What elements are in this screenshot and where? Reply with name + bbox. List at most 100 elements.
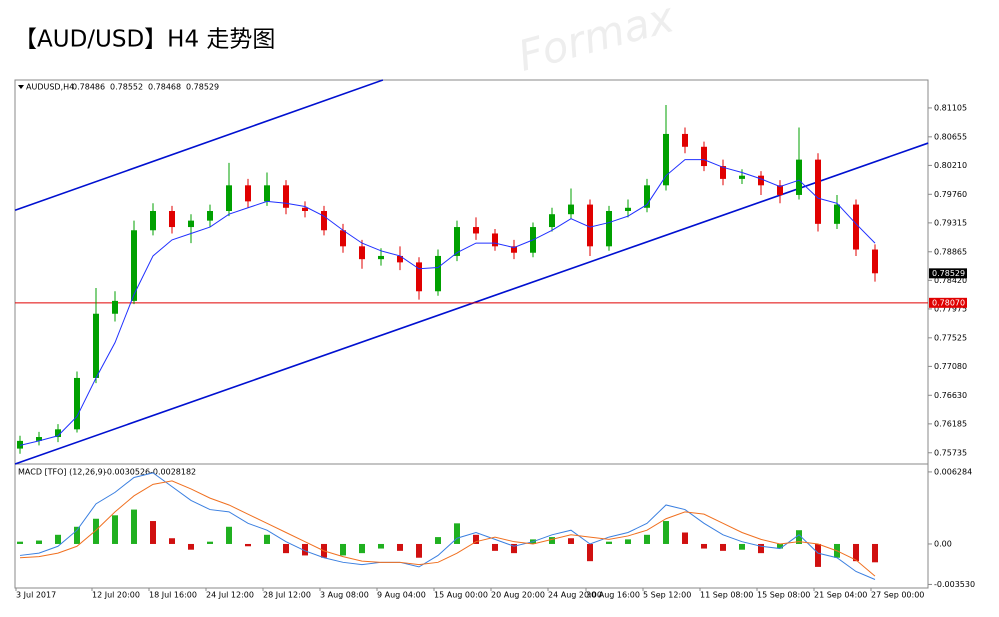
ohlc-value: 0.78486 <box>72 83 105 92</box>
macd-bar <box>701 543 707 549</box>
macd-bar <box>796 530 802 544</box>
x-tick-label: 3 Aug 08:00 <box>320 591 369 600</box>
candle-body <box>435 255 441 292</box>
y2-tick-label: -0.003530 <box>934 580 975 589</box>
candle-body <box>207 210 213 221</box>
x-tick-label: 3 Jul 2017 <box>16 591 56 600</box>
candle-body <box>112 300 118 314</box>
macd-bar <box>207 541 213 544</box>
y-tick-label: 0.81105 <box>934 103 967 112</box>
macd-bar <box>302 543 308 556</box>
candle-body <box>454 227 460 256</box>
y-tick-label: 0.77080 <box>934 362 967 371</box>
macd-bar <box>853 543 859 562</box>
ohlc-value: 0.78468 <box>148 83 181 92</box>
candle-body <box>701 146 707 167</box>
indicator-value: -0.0030526 <box>104 468 150 477</box>
y2-tick-label: 0.00 <box>934 539 952 548</box>
candle-body <box>739 175 745 179</box>
candle-body <box>568 204 574 215</box>
macd-bar <box>473 534 479 544</box>
x-tick-label: 28 Jul 12:00 <box>263 591 311 600</box>
price-label-bg <box>929 268 967 279</box>
macd-bar <box>245 543 251 547</box>
macd-bar <box>568 538 574 544</box>
y-tick-label: 0.78865 <box>934 247 967 256</box>
macd-bar <box>492 543 498 551</box>
trendline <box>14 79 384 212</box>
candle-body <box>682 133 688 147</box>
macd-bar <box>435 537 441 544</box>
x-tick-label: 11 Sep 08:00 <box>700 591 753 600</box>
candle-body <box>758 175 764 186</box>
macd-line <box>19 480 876 577</box>
candle-body <box>74 377 80 430</box>
macd-bar <box>511 543 517 554</box>
macd-bar <box>606 541 612 544</box>
macd-bar <box>74 526 80 544</box>
candle-body <box>321 210 327 231</box>
macd-bar <box>454 523 460 544</box>
x-tick-label: 27 Sep 00:00 <box>871 591 924 600</box>
candle-body <box>416 262 422 292</box>
price-label: 0.78529 <box>932 269 965 278</box>
ohlc-value: 0.78552 <box>110 83 143 92</box>
candle-body <box>853 204 859 250</box>
macd-bar <box>264 534 270 544</box>
candle-body <box>777 185 783 195</box>
candle-body <box>283 185 289 208</box>
macd-bar <box>93 518 99 544</box>
macd-bar <box>226 526 232 544</box>
x-tick-label: 15 Sep 08:00 <box>757 591 810 600</box>
candle-body <box>663 133 669 186</box>
y-tick-label: 0.80655 <box>934 132 967 141</box>
y-tick-label: 0.79760 <box>934 190 967 199</box>
macd-line <box>19 472 876 580</box>
candle-body <box>169 210 175 228</box>
menu-arrow <box>18 85 24 89</box>
x-tick-label: 18 Jul 16:00 <box>149 591 197 600</box>
candle-body <box>720 166 726 179</box>
candle-body <box>150 210 156 231</box>
y2-tick-label: 0.006284 <box>934 467 972 476</box>
macd-bar <box>625 539 631 544</box>
level-label-bg <box>929 297 967 308</box>
level-label: 0.78070 <box>932 298 965 307</box>
y-tick-label: 0.78420 <box>934 276 967 285</box>
y-tick-label: 0.76630 <box>934 391 967 400</box>
macd-bar <box>587 543 593 562</box>
candle-body <box>17 440 23 449</box>
macd-bar <box>112 515 118 544</box>
candle-body <box>397 255 403 263</box>
macd-bar <box>416 543 422 558</box>
macd-bar <box>188 543 194 550</box>
x-tick-label: 24 Jul 12:00 <box>206 591 254 600</box>
candle-body <box>796 159 802 195</box>
macd-bar <box>169 538 175 544</box>
macd-bar <box>55 534 61 544</box>
symbol: AUDUSD,H4 <box>26 83 74 92</box>
macd-bar <box>663 521 669 544</box>
x-tick-label: 24 Aug 20:00 <box>548 591 602 600</box>
trendline <box>14 142 929 465</box>
y-tick-label: 0.76185 <box>934 419 967 428</box>
candle-body <box>815 159 821 224</box>
candle-body <box>625 207 631 211</box>
moving-average <box>19 159 876 446</box>
y-tick-label: 0.79315 <box>934 218 967 227</box>
candle-body <box>473 227 479 234</box>
macd-bar <box>720 543 726 551</box>
macd-bar <box>131 509 137 544</box>
macd-bar <box>150 521 156 544</box>
candle-body <box>834 204 840 224</box>
x-tick-label: 30 Aug 16:00 <box>586 591 640 600</box>
page-title: 【AUD/USD】H4 走势图 <box>14 27 275 53</box>
chart-frame <box>14 79 929 589</box>
candle-body <box>188 220 194 228</box>
indicator-label: MACD [TFO] (12,26,9) <box>18 468 106 477</box>
candle-body <box>131 230 137 301</box>
macd-bar <box>378 543 384 549</box>
candle-body <box>644 185 650 208</box>
x-tick-label: 9 Aug 04:00 <box>377 591 426 600</box>
